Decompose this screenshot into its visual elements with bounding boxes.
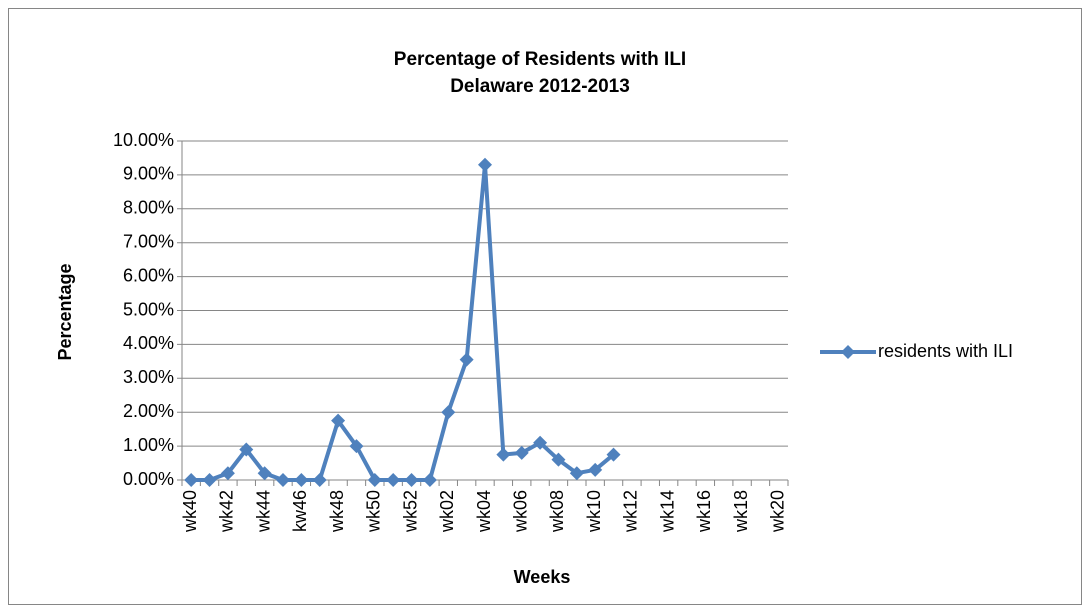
legend-marker xyxy=(841,345,855,359)
point-marker xyxy=(569,466,584,481)
y-tick-label: 8.00% xyxy=(123,198,174,218)
y-tick-label: 7.00% xyxy=(123,231,174,251)
x-tick-label: wk52 xyxy=(400,490,420,533)
x-tick-label: wk48 xyxy=(327,490,347,533)
y-tick-label: 9.00% xyxy=(123,164,174,184)
chart-subtitle: Delaware 2012-2013 xyxy=(450,76,630,97)
x-tick-label: wk42 xyxy=(217,490,237,533)
y-tick-label: 2.00% xyxy=(123,401,174,421)
point-marker xyxy=(533,435,548,450)
y-axis-title: Percentage xyxy=(55,263,75,360)
point-marker xyxy=(349,439,364,454)
chart-border xyxy=(8,8,1082,605)
y-tick-label: 10.00% xyxy=(113,130,174,150)
point-marker xyxy=(441,405,456,420)
point-marker xyxy=(202,473,217,487)
point-marker xyxy=(422,473,437,487)
x-tick-label: wk40 xyxy=(180,490,200,533)
x-tick-label: wk12 xyxy=(621,490,641,533)
x-tick-label: wk20 xyxy=(768,490,788,533)
point-marker xyxy=(386,473,401,487)
point-marker xyxy=(606,447,621,462)
x-tick-label: wk04 xyxy=(474,490,494,533)
y-tick-label: 0.00% xyxy=(123,469,174,489)
y-tick-label: 5.00% xyxy=(123,299,174,319)
point-marker xyxy=(478,157,492,172)
x-tick-label: wk16 xyxy=(694,490,714,533)
point-marker xyxy=(496,447,511,462)
point-marker xyxy=(312,473,327,487)
point-marker xyxy=(239,442,254,457)
x-tick-label: wk10 xyxy=(584,490,604,533)
x-tick-label: wk06 xyxy=(510,490,530,533)
point-marker xyxy=(367,473,382,487)
point-marker xyxy=(404,473,419,487)
y-tick-label: 4.00% xyxy=(123,333,174,353)
point-marker xyxy=(220,466,235,481)
point-marker xyxy=(588,462,603,477)
x-tick-label: wk50 xyxy=(364,490,384,533)
x-axis-title: Weeks xyxy=(514,567,571,587)
point-marker xyxy=(459,352,474,367)
chart-title: Percentage of Residents with ILI xyxy=(394,49,686,70)
x-tick-label: kw46 xyxy=(290,490,310,532)
x-tick-label: wk14 xyxy=(657,490,677,533)
x-tick-label: wk02 xyxy=(437,490,457,533)
point-marker xyxy=(551,452,566,467)
x-tick-label: wk18 xyxy=(731,490,751,533)
x-tick-label: wk08 xyxy=(547,490,567,533)
point-marker xyxy=(331,413,346,428)
y-tick-label: 3.00% xyxy=(123,367,174,387)
y-tick-label: 6.00% xyxy=(123,265,174,285)
x-tick-label: wk44 xyxy=(253,490,273,533)
y-tick-label: 1.00% xyxy=(123,435,174,455)
point-marker xyxy=(514,445,529,460)
point-marker xyxy=(184,473,199,487)
legend-label: residents with ILI xyxy=(878,341,1013,361)
point-marker xyxy=(257,466,272,481)
point-marker xyxy=(276,473,290,487)
point-marker xyxy=(294,473,309,487)
